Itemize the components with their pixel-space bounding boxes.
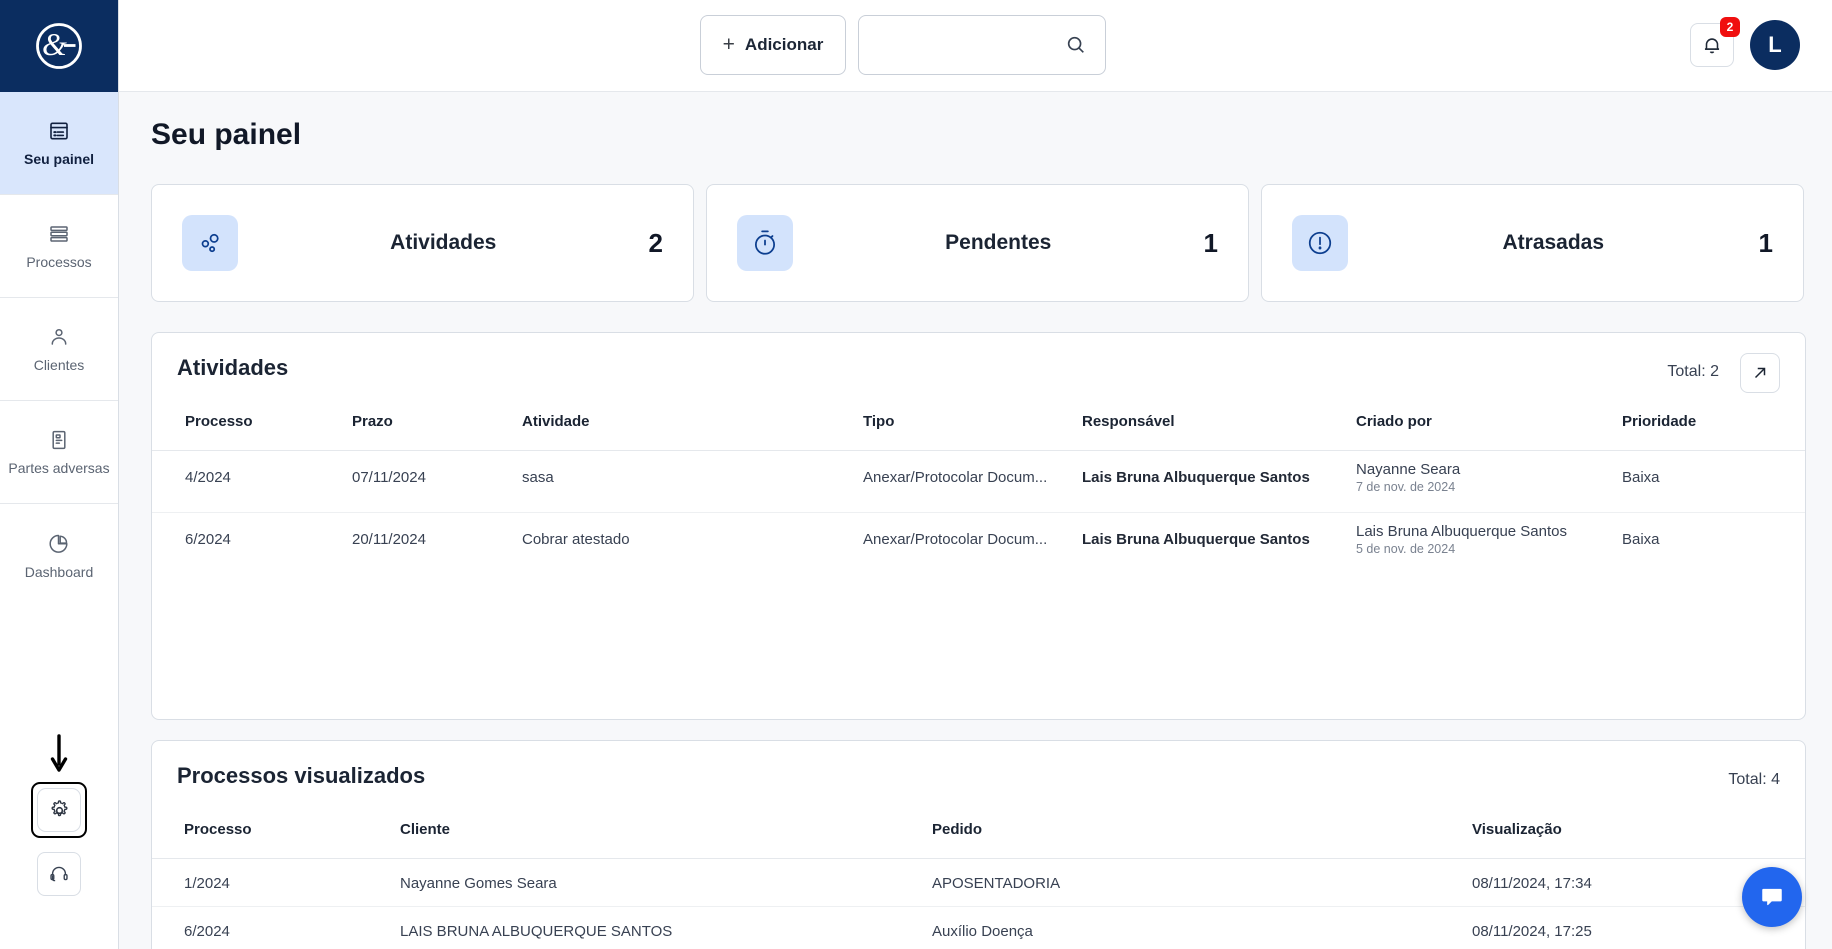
svg-text:&: & bbox=[42, 26, 67, 62]
